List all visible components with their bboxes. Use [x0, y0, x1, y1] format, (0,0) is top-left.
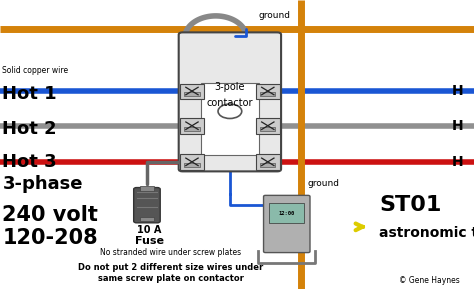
Bar	[260, 163, 275, 167]
Text: ST01: ST01	[379, 195, 442, 215]
FancyBboxPatch shape	[179, 32, 281, 171]
Text: No stranded wire under screw plates: No stranded wire under screw plates	[100, 248, 241, 257]
Text: 12:00: 12:00	[279, 211, 295, 216]
Bar	[180, 118, 204, 134]
Text: Hot 3: Hot 3	[2, 153, 57, 171]
Text: 120-208: 120-208	[2, 228, 98, 249]
Bar	[260, 92, 275, 96]
Bar	[140, 186, 154, 191]
Text: Do not put 2 different size wires under: Do not put 2 different size wires under	[78, 263, 263, 272]
FancyBboxPatch shape	[269, 203, 304, 223]
Text: © Gene Haynes: © Gene Haynes	[399, 276, 460, 285]
Text: 240 volt: 240 volt	[2, 205, 98, 225]
Bar	[184, 127, 200, 131]
Bar	[140, 217, 154, 221]
Text: ground: ground	[258, 11, 291, 21]
Text: Hot 1: Hot 1	[2, 85, 57, 103]
Bar	[184, 92, 200, 96]
Text: 3-pole: 3-pole	[215, 82, 245, 92]
Text: 10 A: 10 A	[137, 225, 162, 235]
Text: 3-phase: 3-phase	[2, 175, 83, 192]
Bar	[260, 127, 275, 131]
Text: same screw plate on contactor: same screw plate on contactor	[98, 274, 244, 284]
FancyBboxPatch shape	[264, 195, 310, 253]
Text: astronomic timer: astronomic timer	[379, 226, 474, 240]
Text: ground: ground	[307, 179, 339, 188]
Bar	[180, 84, 204, 99]
Text: Fuse: Fuse	[135, 236, 164, 246]
Text: H: H	[452, 119, 463, 133]
Text: contactor: contactor	[207, 98, 253, 108]
FancyBboxPatch shape	[201, 83, 259, 155]
Bar	[184, 163, 200, 167]
Text: H: H	[452, 155, 463, 169]
Bar	[256, 84, 280, 99]
Text: Hot 2: Hot 2	[2, 120, 57, 138]
Bar	[180, 154, 204, 170]
Text: Solid copper wire: Solid copper wire	[2, 66, 69, 75]
Text: H: H	[452, 84, 463, 98]
Bar	[256, 118, 280, 134]
Bar	[256, 154, 280, 170]
FancyBboxPatch shape	[134, 188, 160, 223]
